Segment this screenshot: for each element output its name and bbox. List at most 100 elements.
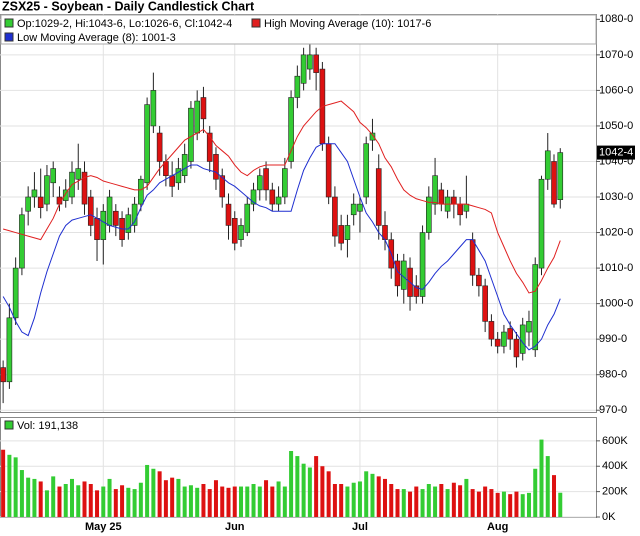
volume-bar xyxy=(289,451,294,517)
candle-body xyxy=(275,196,282,205)
candle-body xyxy=(419,232,426,297)
x-tick-label: Jun xyxy=(225,521,245,533)
volume-bar xyxy=(26,477,31,517)
candle-body xyxy=(457,203,463,216)
candle-body xyxy=(200,97,207,120)
candle-body xyxy=(19,214,25,269)
y-tick-label: 980-0 xyxy=(599,369,627,381)
volume-bar xyxy=(420,489,425,517)
y-tick-label: 600K xyxy=(602,435,628,447)
volume-bar xyxy=(395,489,400,517)
volume-bar xyxy=(63,484,68,517)
volume-bar xyxy=(458,485,463,517)
y-tick-label: 400K xyxy=(602,460,628,472)
volume-bar xyxy=(207,489,212,517)
candle-body xyxy=(513,338,520,358)
volume-bar xyxy=(301,463,306,517)
volume-bar xyxy=(126,487,131,517)
candle-body xyxy=(238,225,244,240)
candle-body xyxy=(6,317,13,383)
candle-body xyxy=(463,203,470,212)
candle-body xyxy=(375,168,382,226)
volume-bar xyxy=(476,491,481,517)
last-price-label: 1042-4 xyxy=(599,146,633,158)
volume-bar xyxy=(489,489,494,517)
candle-body xyxy=(263,168,269,191)
volume-bar xyxy=(170,477,175,517)
candle-body xyxy=(482,285,488,322)
volume-bar xyxy=(264,480,269,517)
legend-swatch xyxy=(4,18,14,28)
candle-body xyxy=(557,152,564,200)
candle-body xyxy=(219,175,226,198)
y-tick-label: 1060-0 xyxy=(599,84,633,96)
legend-label: High Moving Average (10): 1017-6 xyxy=(264,18,431,30)
candle-body xyxy=(194,100,200,134)
volume-bar xyxy=(545,456,550,517)
volume-bar xyxy=(13,457,18,517)
volume-bar xyxy=(101,486,106,517)
volume-bar xyxy=(332,484,337,517)
volume-bar xyxy=(7,454,12,517)
candle-body xyxy=(181,154,188,176)
volume-bar xyxy=(88,484,93,517)
volume-bar xyxy=(251,484,256,517)
volume-bar xyxy=(382,478,387,517)
volume-bar xyxy=(163,480,168,517)
candle-body xyxy=(206,132,213,162)
volume-bar xyxy=(470,489,475,517)
volume-bar xyxy=(389,484,394,517)
candle-body xyxy=(213,154,219,180)
volume-bar xyxy=(376,476,381,517)
candle-body xyxy=(169,175,175,187)
volume-bar xyxy=(69,478,74,517)
volume-bar xyxy=(307,467,312,517)
volume-bar xyxy=(339,484,344,517)
volume-bar xyxy=(151,468,156,517)
candle-body xyxy=(282,168,288,198)
volume-bar xyxy=(364,471,369,517)
candle-body xyxy=(106,196,113,226)
volume-bar xyxy=(345,486,350,517)
y-tick-label: 990-0 xyxy=(599,333,627,345)
x-tick-label: Jul xyxy=(352,521,368,533)
y-tick-label: 1070-0 xyxy=(599,49,633,61)
candle-body xyxy=(532,264,539,351)
candle-body xyxy=(501,331,507,347)
volume-bar xyxy=(44,490,49,517)
volume-bar xyxy=(426,484,431,517)
candle-body xyxy=(325,143,332,198)
volume-bar xyxy=(1,449,6,517)
candle-body xyxy=(256,175,263,191)
volume-bar xyxy=(201,484,206,517)
y-tick-label: 0K xyxy=(602,511,616,523)
candle-body xyxy=(507,328,513,340)
candle-body xyxy=(413,285,420,297)
volume-bar xyxy=(107,478,112,517)
volume-bar xyxy=(533,468,538,517)
candle-body xyxy=(131,203,138,226)
volume-bar xyxy=(113,489,118,517)
candle-body xyxy=(476,274,482,287)
volume-bar xyxy=(138,482,143,517)
legend-swatch xyxy=(251,18,261,28)
volume-bar xyxy=(520,494,525,517)
volume-bar xyxy=(132,489,137,517)
volume-bar xyxy=(401,489,406,517)
candle-body xyxy=(0,367,6,383)
volume-bar xyxy=(552,475,557,517)
x-tick-label: May 25 xyxy=(85,521,122,533)
candle-body xyxy=(357,203,363,212)
candle-body xyxy=(538,178,545,269)
volume-bar xyxy=(239,486,244,517)
volume-bar xyxy=(433,486,438,517)
candle-body xyxy=(300,54,307,84)
y-tick-label: 1050-0 xyxy=(599,120,633,132)
candle-body xyxy=(344,225,351,240)
candle-body xyxy=(332,196,338,237)
candle-body xyxy=(175,168,182,184)
volume-bar xyxy=(32,478,37,517)
candle-body xyxy=(113,210,119,226)
candle-body xyxy=(488,321,495,340)
volume-bar xyxy=(276,481,281,517)
